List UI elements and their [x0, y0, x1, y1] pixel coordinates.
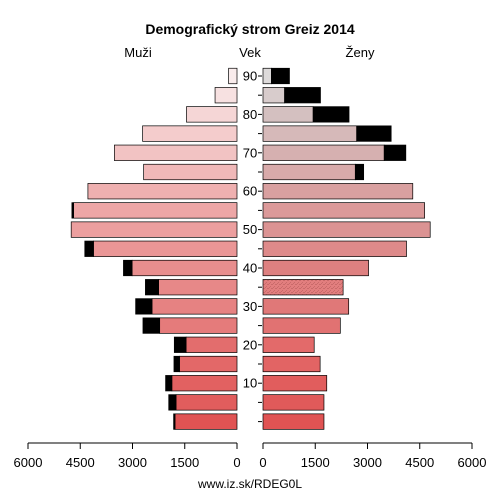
female-bar-65-69: [262, 163, 356, 181]
male-excess-bar-55-59: [71, 202, 74, 219]
male-bar-35-39: [158, 279, 238, 296]
male-excess-bar-5-9: [168, 394, 177, 411]
male-excess-bar-30-34: [135, 298, 153, 315]
male-x-tick-label: 4500: [66, 455, 95, 470]
age-tick-label: 90: [243, 69, 257, 84]
age-axis-label: Vek: [239, 45, 261, 60]
female-excess-bar-75-79: [356, 125, 392, 142]
female-bar-10-14: [262, 375, 328, 392]
female-bar-40-44: [262, 259, 369, 277]
female-excess-bar-70-74: [383, 144, 407, 161]
male-x-tick-label: 6000: [14, 455, 43, 470]
female-bar-70-74: [262, 144, 385, 161]
male-excess-bar-15-19: [173, 355, 180, 373]
age-tick-label: 10: [243, 376, 257, 391]
female-bar-20-24: [262, 336, 315, 353]
female-bar-80-84: [262, 106, 314, 123]
male-bar-55-59: [73, 202, 238, 219]
male-bar-50-54: [70, 221, 238, 238]
age-axis: 10 20 30 40 50 60 70 80 90: [243, 69, 262, 423]
age-tick-label: 40: [243, 261, 257, 276]
female-bar-35-39: [262, 279, 344, 296]
chart-title: Demografický strom Greiz 2014: [145, 21, 355, 37]
male-excess-bar-0-4: [173, 413, 176, 430]
female-bar-75-79: [262, 125, 358, 142]
female-excess-bar-85-89: [284, 87, 321, 104]
female-bar-45-49: [262, 240, 407, 257]
age-tick-label: 70: [243, 145, 257, 160]
female-excess-bar-90+: [271, 67, 290, 85]
male-bars: [70, 67, 238, 430]
male-excess-bar-40-44: [123, 259, 133, 277]
male-bar-85-89: [214, 87, 238, 104]
male-x-tick-label: 0: [233, 455, 240, 470]
male-bar-80-84: [186, 106, 238, 123]
male-bar-25-29: [159, 317, 238, 334]
male-bar-0-4: [174, 413, 238, 430]
male-axis-label: Muži: [124, 45, 152, 60]
male-excess-bar-10-14: [165, 375, 173, 392]
male-excess-bar-35-39: [145, 279, 159, 296]
male-bar-10-14: [171, 375, 238, 392]
female-bar-0-4: [262, 413, 325, 430]
female-excess-bar-80-84: [312, 106, 350, 123]
age-tick-label: 50: [243, 222, 257, 237]
age-tick-label: 80: [243, 107, 257, 122]
male-bar-5-9: [175, 394, 238, 411]
male-bar-90+: [228, 67, 238, 85]
male-bar-30-34: [151, 298, 238, 315]
age-tick-label: 30: [243, 299, 257, 314]
male-bar-70-74: [114, 144, 238, 161]
age-tick-label: 60: [243, 184, 257, 199]
female-bar-25-29: [262, 317, 341, 334]
female-x-tick-label: 1500: [301, 455, 330, 470]
female-bar-50-54: [262, 221, 431, 238]
female-x-tick-label: 4500: [405, 455, 434, 470]
female-x-tick-label: 6000: [458, 455, 487, 470]
male-excess-bar-20-24: [173, 336, 187, 353]
female-bar-90+: [262, 67, 272, 85]
male-x-tick-label: 3000: [118, 455, 147, 470]
male-bar-20-24: [185, 336, 238, 353]
female-bar-55-59: [262, 202, 425, 219]
male-bar-60-64: [87, 183, 238, 200]
male-bar-65-69: [143, 163, 238, 181]
male-bar-75-79: [142, 125, 238, 142]
male-x-tick-label: 1500: [170, 455, 199, 470]
x-axes: 6000 4500 3000 1500 0 0 1500 3000 4500 6000: [14, 442, 487, 470]
male-bar-15-19: [179, 355, 238, 373]
female-x-tick-label: 0: [259, 455, 266, 470]
female-bar-30-34: [262, 298, 350, 315]
male-excess-bar-25-29: [142, 317, 161, 334]
female-bar-85-89: [262, 87, 285, 104]
male-bar-40-44: [131, 259, 238, 277]
male-bar-45-49: [93, 240, 238, 257]
female-bar-15-19: [262, 355, 321, 373]
female-bar-60-64: [262, 183, 414, 200]
female-bars: [262, 67, 431, 430]
male-excess-bar-45-49: [84, 240, 94, 257]
female-x-tick-label: 3000: [353, 455, 382, 470]
female-bar-5-9: [262, 394, 325, 411]
source-footer: www.iz.sk/RDEG0L: [197, 477, 302, 491]
age-tick-label: 20: [243, 337, 257, 352]
female-axis-label: Ženy: [346, 45, 375, 60]
female-excess-bar-65-69: [354, 163, 365, 181]
